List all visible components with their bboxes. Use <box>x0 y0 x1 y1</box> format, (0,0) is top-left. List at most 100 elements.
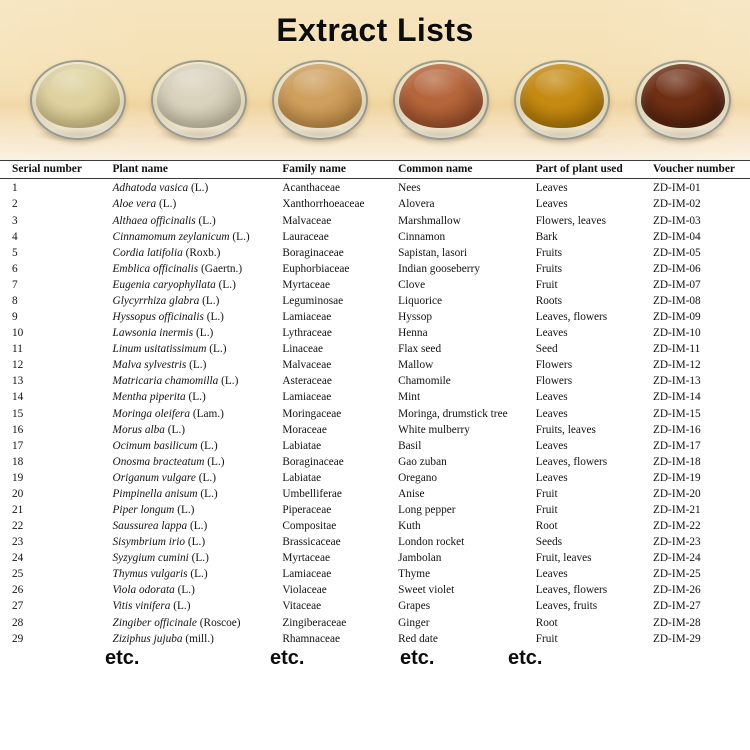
table-row: 11 Linum usitatissimum (L.) Linaceae Flax s… <box>0 342 750 358</box>
cell-plant-name: Malva sylvestris (L.) <box>101 358 276 374</box>
cell-common-name: Flax seed <box>398 343 442 356</box>
cell-part-of-plant: Leaves <box>535 439 568 452</box>
species-authority: (Roxb.) <box>185 246 221 259</box>
species-binomial: Matricaria chamomilla <box>112 375 219 388</box>
cell-voucher-number: ZD-IM-01 <box>653 182 701 195</box>
cell-voucher-number: ZD-IM-21 <box>653 503 701 516</box>
petri-dish-rim <box>30 60 126 140</box>
species-binomial: Syzygium cumini <box>112 552 189 565</box>
species-authority: (L.) <box>191 552 209 565</box>
species-binomial: Glycyrrhiza glabra <box>112 294 200 307</box>
species-binomial: Vitis vinifera <box>112 600 171 613</box>
cell-common-name: Clove <box>398 278 426 291</box>
cell-serial-number: 7 <box>12 278 18 291</box>
cell-part-of-plant: Fruits, leaves <box>535 423 596 436</box>
cell-voucher-number: ZD-IM-28 <box>653 616 701 629</box>
species-authority: (L.) <box>189 359 207 372</box>
cell-part-of-plant: Fruit <box>535 503 558 516</box>
species-authority: (L.) <box>206 311 224 324</box>
cell-serial-number: 8 <box>12 294 18 307</box>
species-authority: (L.) <box>232 230 250 243</box>
species-binomial: Malva sylvestris <box>112 359 187 372</box>
cell-plant-name: Linum usitatissimum (L.) <box>101 342 276 358</box>
cell-part-of-plant: Fruit <box>535 632 558 645</box>
cell-common-name: Cinnamon <box>398 230 446 243</box>
cell-common-name: Kuth <box>398 520 421 533</box>
cell-part-of-plant: Root <box>535 520 558 533</box>
species-authority: (L.) <box>167 423 186 436</box>
cell-family-name: Leguminosae <box>282 294 344 307</box>
cell-family-name: Zingiberaceae <box>282 616 347 629</box>
cell-common-name: Thyme <box>398 568 431 581</box>
cell-plant-name: Matricaria chamomilla (L.) <box>101 374 276 390</box>
cell-plant-name: Cinnamomum zeylanicum (L.) <box>101 229 276 245</box>
petri-dish-rim <box>514 60 610 140</box>
cell-serial-number: 23 <box>12 536 24 549</box>
cell-voucher-number: ZD-IM-14 <box>653 391 701 404</box>
cell-family-name: Linaceae <box>282 343 324 356</box>
cell-plant-name: Syzygium cumini (L.) <box>101 551 276 567</box>
species-binomial: Piper longum <box>112 503 175 516</box>
cell-voucher-number: ZD-IM-05 <box>653 246 701 259</box>
table-body: 1 Adhatoda vasica (L.) Acanthaceae Nees Leav… <box>0 179 750 647</box>
cell-common-name: Alovera <box>398 198 435 211</box>
cell-serial-number: 4 <box>12 230 18 243</box>
column-header-family-name: Family name <box>275 159 391 180</box>
cell-serial-number: 17 <box>12 439 24 452</box>
etc-marker-1: etc. <box>105 647 140 670</box>
petri-dish-rim <box>272 60 368 140</box>
species-authority: (L.) <box>209 343 227 356</box>
cell-voucher-number: ZD-IM-08 <box>653 294 701 307</box>
species-binomial: Adhatoda vasica <box>112 182 189 195</box>
cell-common-name: Oregano <box>398 471 438 484</box>
cell-serial-number: 24 <box>12 552 24 565</box>
cell-voucher-number: ZD-IM-12 <box>653 359 701 372</box>
species-binomial: Ziziphus jujuba <box>112 632 183 645</box>
extract-table: Serial number Plant name Family name Com… <box>0 159 750 647</box>
cell-part-of-plant: Leaves <box>535 198 568 211</box>
table-row: 6 Emblica officinalis (Gaertn.) Euphorbiac… <box>0 261 750 277</box>
cell-serial-number: 20 <box>12 487 24 500</box>
cell-plant-name: Glycyrrhiza glabra (L.) <box>101 294 276 310</box>
cell-family-name: Malvaceae <box>282 214 332 227</box>
cell-voucher-number: ZD-IM-29 <box>653 632 701 645</box>
petri-dish-red-brown-powder <box>393 56 489 144</box>
species-binomial: Zingiber officinale <box>112 616 197 629</box>
cell-common-name: London rocket <box>398 536 465 549</box>
table-row: 2 Aloe vera (L.) Xanthorrhoeaceae Alovera Le… <box>0 197 750 213</box>
species-authority: (L.) <box>221 375 239 388</box>
species-binomial: Linum usitatissimum <box>112 343 207 356</box>
table-row: 16 Morus alba (L.) Moraceae White mulberry F… <box>0 422 750 438</box>
table-row: 22 Saussurea lappa (L.) Compositae Kuth Root… <box>0 519 750 535</box>
cell-part-of-plant: Leaves <box>535 327 568 340</box>
cell-family-name: Asteraceae <box>282 375 332 388</box>
page-title: Extract Lists <box>276 12 474 48</box>
species-binomial: Onosma bracteatum <box>112 455 205 468</box>
cell-part-of-plant: Leaves <box>535 471 568 484</box>
species-authority: (mill.) <box>185 632 214 645</box>
species-authority: (Roscoe) <box>199 616 241 629</box>
species-authority: (L.) <box>200 439 218 452</box>
cell-family-name: Acanthaceae <box>282 182 341 195</box>
cell-family-name: Boraginaceae <box>282 455 344 468</box>
cell-voucher-number: ZD-IM-20 <box>653 487 701 500</box>
table-row: 24 Syzygium cumini (L.) Myrtaceae Jambolan F… <box>0 551 750 567</box>
cell-family-name: Brassicaceae <box>282 536 341 549</box>
cell-voucher-number: ZD-IM-07 <box>653 278 701 291</box>
cell-serial-number: 15 <box>12 407 24 420</box>
table-row: 1 Adhatoda vasica (L.) Acanthaceae Nees Leav… <box>0 179 750 197</box>
cell-plant-name: Aloe vera (L.) <box>101 197 276 213</box>
table-row: 7 Eugenia caryophyllata (L.) Myrtaceae Clov… <box>0 277 750 293</box>
cell-part-of-plant: Fruit <box>535 487 558 500</box>
cell-voucher-number: ZD-IM-23 <box>653 536 701 549</box>
species-authority: (L.) <box>200 487 218 500</box>
cell-plant-name: Adhatoda vasica (L.) <box>101 179 276 197</box>
cell-voucher-number: ZD-IM-02 <box>653 198 701 211</box>
cell-part-of-plant: Leaves <box>535 182 568 195</box>
cell-family-name: Labiatae <box>282 471 322 484</box>
cell-part-of-plant: Leaves <box>535 407 568 420</box>
petri-dish-rim <box>393 60 489 140</box>
cell-family-name: Xanthorrhoeaceae <box>282 198 365 211</box>
cell-common-name: Long pepper <box>398 503 456 516</box>
cell-voucher-number: ZD-IM-04 <box>653 230 701 243</box>
